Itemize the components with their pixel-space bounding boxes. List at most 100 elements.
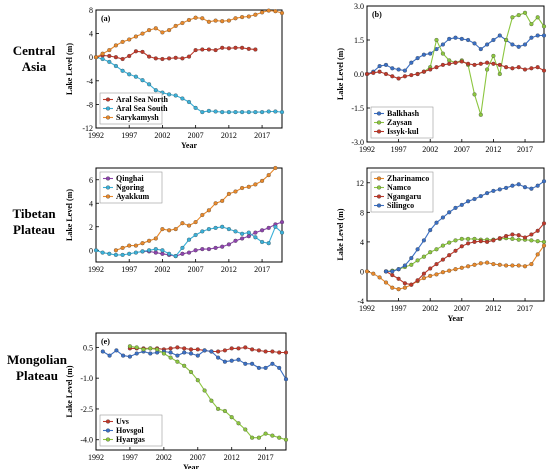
data-point bbox=[364, 71, 370, 77]
plot-frame bbox=[95, 332, 287, 451]
data-point bbox=[510, 42, 515, 47]
data-point bbox=[383, 280, 389, 285]
data-point bbox=[213, 225, 218, 230]
x-tick-label: 2002 bbox=[422, 304, 438, 313]
x-tick-label: 2007 bbox=[454, 304, 470, 313]
data-point bbox=[147, 82, 152, 87]
legend-marker bbox=[376, 185, 382, 190]
data-point bbox=[522, 67, 528, 72]
series-qinghai bbox=[140, 220, 285, 259]
data-point bbox=[277, 350, 282, 355]
data-point bbox=[233, 45, 238, 50]
data-point bbox=[402, 285, 407, 290]
data-point bbox=[491, 262, 496, 267]
data-point bbox=[504, 37, 509, 43]
data-point bbox=[226, 18, 231, 23]
data-point bbox=[516, 263, 521, 268]
data-point bbox=[133, 250, 138, 255]
data-point bbox=[396, 76, 401, 81]
data-point bbox=[250, 435, 255, 440]
x-tick-label: 1992 bbox=[88, 131, 104, 140]
data-point bbox=[180, 96, 185, 101]
data-point bbox=[522, 185, 528, 190]
data-point bbox=[447, 210, 452, 215]
data-point bbox=[200, 47, 205, 52]
y-tick-label: -2.5 bbox=[80, 405, 93, 414]
data-point bbox=[529, 238, 534, 243]
data-point bbox=[472, 196, 477, 202]
legend-entry: Uvs bbox=[116, 417, 129, 426]
data-point bbox=[140, 78, 145, 83]
data-point bbox=[240, 231, 245, 236]
data-point bbox=[447, 58, 452, 63]
y-tick-label: 0 bbox=[89, 246, 93, 255]
legend-entry: Issyk-kul bbox=[387, 127, 419, 136]
y-tick-label: 0.5 bbox=[83, 343, 93, 352]
data-point bbox=[428, 51, 433, 56]
y-tick-label: 0.0 bbox=[354, 70, 364, 79]
data-point bbox=[226, 110, 231, 115]
legend-entry: Aral Sea North bbox=[116, 95, 169, 104]
data-point bbox=[186, 17, 192, 23]
data-point bbox=[173, 254, 178, 259]
data-point bbox=[253, 182, 258, 187]
y-tick-label: 0 bbox=[360, 267, 364, 276]
data-point bbox=[510, 263, 515, 268]
data-point bbox=[472, 262, 477, 267]
data-point bbox=[273, 109, 278, 114]
data-point bbox=[434, 272, 439, 277]
data-point bbox=[453, 35, 458, 40]
data-point bbox=[266, 241, 271, 246]
data-point bbox=[383, 71, 389, 77]
data-point bbox=[140, 31, 145, 36]
data-point bbox=[478, 47, 483, 52]
data-point bbox=[270, 361, 275, 366]
x-axis-label: Year bbox=[183, 463, 199, 469]
y-tick-label: -1.0 bbox=[80, 374, 93, 383]
data-point bbox=[188, 347, 194, 352]
data-point bbox=[277, 435, 282, 440]
data-point bbox=[161, 351, 166, 356]
data-point bbox=[147, 238, 152, 243]
x-tick-label: 2012 bbox=[221, 265, 237, 274]
data-point bbox=[541, 33, 547, 38]
y-tick-label: 0 bbox=[89, 53, 93, 62]
data-point bbox=[216, 406, 221, 411]
x-tick-label: 1992 bbox=[359, 145, 375, 154]
data-point bbox=[188, 351, 194, 356]
data-point bbox=[485, 239, 490, 244]
data-point bbox=[167, 28, 172, 33]
data-point bbox=[459, 265, 464, 270]
data-point bbox=[206, 247, 211, 252]
panel-label: (e) bbox=[101, 337, 110, 346]
series-aral-sea-south bbox=[93, 55, 285, 115]
data-point bbox=[428, 266, 433, 271]
row-label-line: Plateau bbox=[13, 222, 55, 237]
data-point bbox=[168, 355, 173, 360]
data-point bbox=[283, 377, 289, 382]
data-point bbox=[402, 68, 407, 73]
data-point bbox=[491, 53, 496, 58]
data-point bbox=[260, 110, 265, 115]
series-hovsgol bbox=[100, 348, 289, 382]
chart-panel-a: 1992 1997 2002 2007 2012 2017 -12 -8 -4 0 4 8 Year La… bbox=[65, 6, 285, 150]
data-point bbox=[447, 61, 452, 66]
legend-entry: Zaysan bbox=[387, 118, 412, 127]
x-tick-label: 2017 bbox=[258, 453, 274, 462]
data-point bbox=[440, 215, 445, 220]
data-point bbox=[100, 349, 105, 354]
data-point bbox=[478, 61, 483, 66]
legend-entry: Ngangaru bbox=[387, 192, 422, 201]
data-point bbox=[434, 262, 439, 267]
data-point bbox=[529, 22, 534, 27]
y-tick-label: 1.5 bbox=[354, 36, 364, 45]
data-point bbox=[504, 185, 509, 190]
data-point bbox=[459, 244, 464, 249]
data-point bbox=[529, 262, 534, 267]
data-point bbox=[390, 74, 395, 79]
data-point bbox=[273, 165, 278, 171]
data-point bbox=[466, 264, 471, 269]
data-point bbox=[466, 236, 471, 241]
